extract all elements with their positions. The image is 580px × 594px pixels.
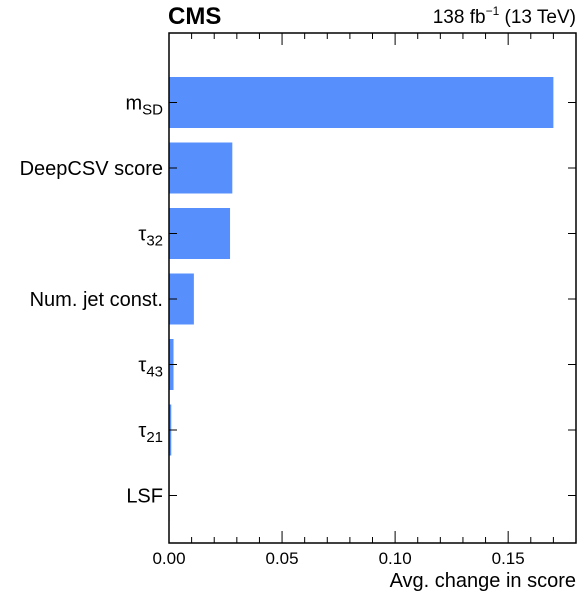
bar xyxy=(169,142,233,194)
x-tick-labels-group: 0.00 0.05 0.10 0.15 xyxy=(152,549,524,568)
category-label: DeepCSV score xyxy=(20,158,163,180)
category-label: LSF xyxy=(126,486,163,508)
luminosity-value: 138 fb xyxy=(433,7,486,28)
category-label: Num. jet const. xyxy=(30,289,163,311)
bar xyxy=(169,208,231,259)
plot-frame xyxy=(168,32,577,544)
x-axis-title: Avg. change in score xyxy=(390,570,576,592)
category-label: τ21 xyxy=(138,420,163,446)
x-tick-label: 0.15 xyxy=(492,549,525,568)
luminosity-label: 138 fb−1 (13 TeV) xyxy=(433,4,576,28)
category-labels-group: mSD DeepCSV score τ32 Num. jet const. τ43 τ21… xyxy=(20,93,164,508)
x-tick-label: 0.10 xyxy=(379,549,412,568)
category-label: τ32 xyxy=(138,224,163,250)
x-tick-label: 0.00 xyxy=(152,549,185,568)
category-label: mSD xyxy=(125,93,163,119)
energy-label: (13 TeV) xyxy=(505,7,576,28)
bars-group xyxy=(169,77,554,521)
bar xyxy=(169,77,554,128)
ticks-group xyxy=(168,33,576,543)
x-tick-label: 0.05 xyxy=(266,549,299,568)
luminosity-exponent: −1 xyxy=(486,4,500,18)
experiment-label: CMS xyxy=(168,3,221,30)
category-label: τ43 xyxy=(138,355,163,381)
